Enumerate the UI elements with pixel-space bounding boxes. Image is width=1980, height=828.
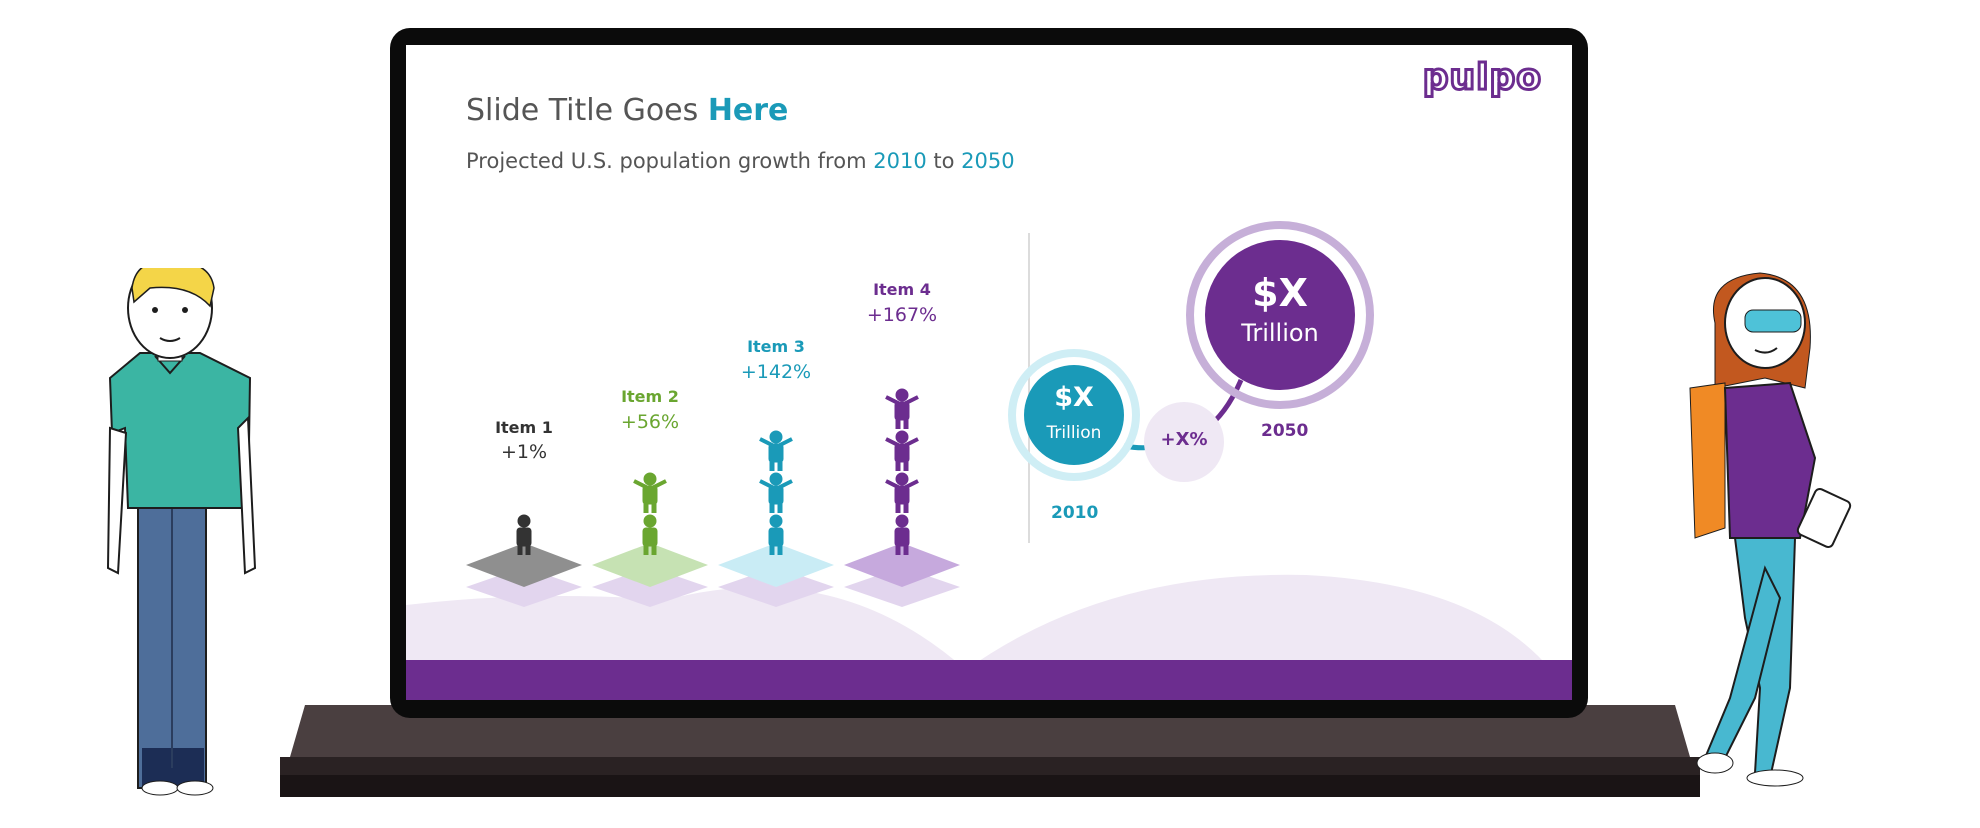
person-figure-2-2 <box>633 472 667 513</box>
person-figure-2-1 <box>642 514 658 555</box>
bubble-small <box>1024 365 1124 465</box>
item-1-value: +1% <box>500 441 548 463</box>
person-figure-4-4 <box>885 388 919 429</box>
slide-title: Slide Title Goes Here <box>466 93 788 128</box>
bubble-small-amount: $X <box>1054 382 1094 413</box>
stacked-people-graphic <box>466 388 960 607</box>
bubble-small-ring <box>1008 349 1140 481</box>
item-2-value: +56% <box>620 411 680 433</box>
person-figure-4-1 <box>894 514 910 555</box>
item-4-value: +167% <box>866 304 938 326</box>
section-divider <box>1028 233 1030 543</box>
slide-title-prefix: Slide Title Goes <box>466 93 699 128</box>
bubble-large-amount: $X <box>1252 271 1308 315</box>
woman-character-illustration <box>1689 272 1852 787</box>
slide-title-emphasis: Here <box>707 93 789 128</box>
subtitle-to: to <box>933 149 955 173</box>
item-1-label: Item 1 <box>495 418 553 437</box>
growth-text: +X% <box>1160 429 1208 450</box>
monitor: Slide Title Goes Here Projected U.S. pop… <box>390 28 1588 718</box>
bubble-small-unit: Trillion <box>1046 423 1102 443</box>
bubble-graphic <box>1008 221 1374 482</box>
platform-3 <box>718 543 834 587</box>
person-figure-4-3 <box>885 430 919 471</box>
slide-bottom-bar <box>406 660 1572 700</box>
subtitle-prefix: Projected U.S. population growth from <box>466 149 867 173</box>
item-4-label: Item 4 <box>873 280 931 299</box>
item-2-label: Item 2 <box>621 387 679 406</box>
monitor-stand-base <box>280 705 1700 797</box>
person-figure-4-2 <box>885 472 919 513</box>
platform-4 <box>844 543 960 587</box>
growth-bubble <box>1144 402 1224 482</box>
subtitle-year-end: 2050 <box>961 149 1015 173</box>
bubble-large-ring <box>1186 221 1374 409</box>
man-character-illustration <box>106 268 257 796</box>
year-2050-label: 2050 <box>1261 421 1309 441</box>
person-figure-1-1 <box>516 514 532 555</box>
subtitle-year-start: 2010 <box>873 149 927 173</box>
year-2010-label: 2010 <box>1051 503 1099 523</box>
item-3-label: Item 3 <box>747 337 805 356</box>
bubble-large <box>1205 240 1355 390</box>
item-3-value: +142% <box>740 361 812 383</box>
person-figure-3-3 <box>759 430 793 471</box>
platform-2 <box>592 543 708 587</box>
person-figure-3-2 <box>759 472 793 513</box>
slide-subtitle: Projected U.S. population growth from 20… <box>466 149 1015 173</box>
person-figure-3-1 <box>768 514 784 555</box>
platform-1 <box>466 543 582 587</box>
slide-screen: Slide Title Goes Here Projected U.S. pop… <box>406 45 1572 700</box>
pulpo-logo: pulpo <box>1421 56 1542 100</box>
bubble-large-unit: Trillion <box>1241 319 1319 347</box>
